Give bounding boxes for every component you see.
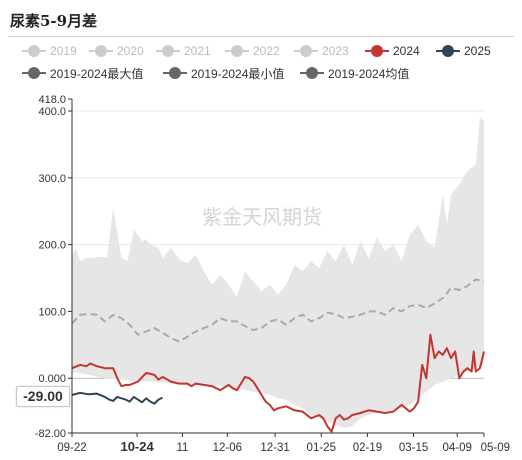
y-tick-label: 100.0 — [38, 306, 66, 318]
x-tick-label: 09-22 — [57, 442, 86, 454]
legend-marker-icon — [225, 44, 249, 58]
y-tick-label: 300.0 — [38, 173, 66, 185]
legend-marker-icon — [436, 44, 460, 58]
range-band — [72, 117, 484, 428]
legend-label: 2023 — [322, 44, 349, 58]
legend-item-2019-2024最小值[interactable]: 2019-2024最小值 — [163, 65, 284, 81]
x-tick-label: 11 — [176, 442, 188, 454]
legend-marker-icon — [294, 44, 318, 58]
legend-item-2019-2024最大值[interactable]: 2019-2024最大值 — [22, 65, 143, 81]
legend-label: 2022 — [253, 44, 280, 58]
x-tick-label: 12-31 — [260, 442, 289, 454]
legend-marker-icon — [22, 66, 46, 80]
page-title: 尿素5-9月差 — [10, 12, 98, 30]
legend-label: 2019 — [50, 44, 77, 58]
legend-label: 2020 — [117, 44, 144, 58]
legend-item-2020[interactable]: 2020 — [89, 43, 144, 59]
y-tick-label: 418.0 — [38, 94, 66, 106]
x-tick-label: 04-09 — [443, 442, 472, 454]
x-tick-label: 12-06 — [213, 442, 242, 454]
x-tick-label: 01-25 — [307, 442, 336, 454]
series-max-min-band — [72, 117, 484, 428]
legend-item-2025[interactable]: 2025 — [436, 43, 491, 59]
y-tick-label: 0.000 — [38, 373, 66, 385]
x-tick-label: 05-09 — [481, 442, 510, 454]
legend-item-2022[interactable]: 2022 — [225, 43, 280, 59]
title-divider — [8, 36, 514, 37]
watermark: 紫金天风期货 — [202, 205, 322, 229]
legend-label: 2021 — [184, 44, 211, 58]
legend-item-2019-2024均值[interactable]: 2019-2024均值 — [300, 65, 409, 81]
legend-marker-icon — [22, 44, 46, 58]
current-value-label: -29.00 — [16, 386, 70, 407]
legend-label: 2024 — [393, 44, 420, 58]
legend-marker-icon — [365, 44, 389, 58]
y-tick-label: 400.0 — [38, 106, 66, 118]
legend-item-2024[interactable]: 2024 — [365, 43, 420, 59]
legend-item-2021[interactable]: 2021 — [156, 43, 211, 59]
legend-label: 2019-2024最小值 — [191, 66, 285, 81]
series-lines — [71, 278, 485, 433]
x-tick-label: 03-15 — [399, 442, 428, 454]
legend-item-2019[interactable]: 2019 — [22, 43, 77, 59]
x-tick-label: 10-24 — [120, 439, 154, 454]
series-2024-line — [71, 333, 485, 433]
legend-marker-icon — [156, 44, 180, 58]
x-tick-label: 02-19 — [353, 442, 382, 454]
legend-marker-icon — [300, 66, 324, 80]
legend-marker-icon — [89, 44, 113, 58]
series-2025-line — [71, 391, 164, 405]
legend-label: 2019-2024均值 — [328, 66, 410, 81]
legend-label: 2025 — [464, 44, 491, 58]
legend-item-2023[interactable]: 2023 — [294, 43, 349, 59]
legend-marker-icon — [163, 66, 187, 80]
y-tick-label: -82.00 — [35, 428, 66, 440]
y-tick-label: 200.0 — [38, 240, 66, 252]
legend-label: 2019-2024最大值 — [50, 66, 144, 81]
